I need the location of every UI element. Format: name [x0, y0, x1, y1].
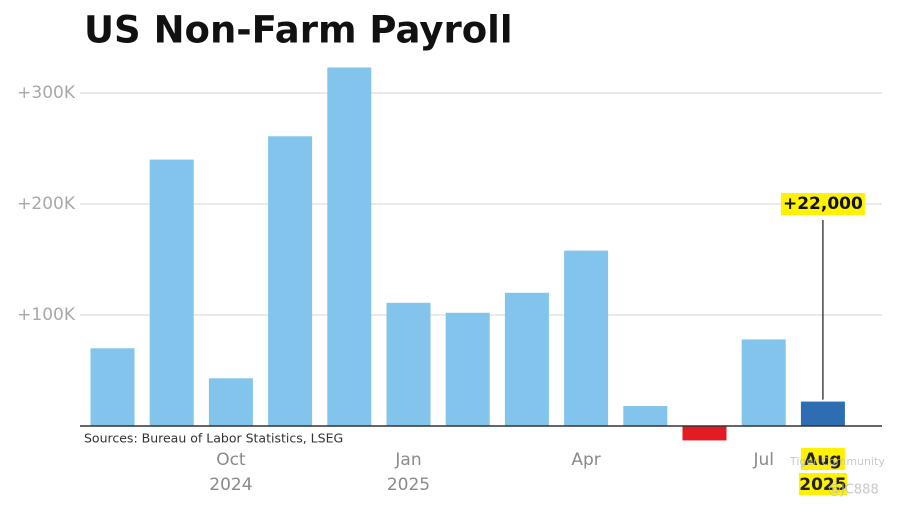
label-highlight	[780, 193, 865, 215]
x-tick-label: Apr	[571, 450, 600, 470]
label-highlight	[800, 448, 845, 470]
bar	[268, 136, 313, 427]
chart-title: US Non-Farm Payroll	[84, 9, 513, 52]
y-tick-label: +200K	[17, 194, 76, 214]
x-tick-label: Oct	[216, 450, 246, 470]
x-year-label: 2024	[209, 475, 252, 495]
bar	[327, 67, 372, 426]
bar	[623, 406, 668, 426]
x-tick-label: Aug	[804, 450, 841, 470]
x-year-label: 2025	[387, 475, 430, 495]
bar	[800, 401, 845, 426]
bar	[741, 339, 786, 426]
y-tick-label: +300K	[17, 83, 76, 103]
value-label: +22,000	[783, 194, 863, 214]
watermark: @JC888	[828, 483, 879, 498]
label-highlight	[798, 473, 847, 495]
x-year-label: 2025	[799, 475, 846, 495]
bar	[90, 348, 135, 426]
bar	[564, 250, 609, 426]
x-tick-label: Jul	[752, 450, 774, 470]
source-note: Sources: Bureau of Labor Statistics, LSE…	[84, 431, 343, 446]
x-tick-label: Jan	[394, 450, 421, 470]
bar	[208, 378, 253, 426]
bar	[445, 312, 490, 426]
bar	[149, 159, 194, 426]
bar	[504, 292, 549, 426]
bar	[386, 302, 431, 426]
bar	[682, 426, 727, 441]
y-tick-label: +100K	[17, 305, 76, 325]
watermark: Tiger Community	[789, 455, 885, 468]
